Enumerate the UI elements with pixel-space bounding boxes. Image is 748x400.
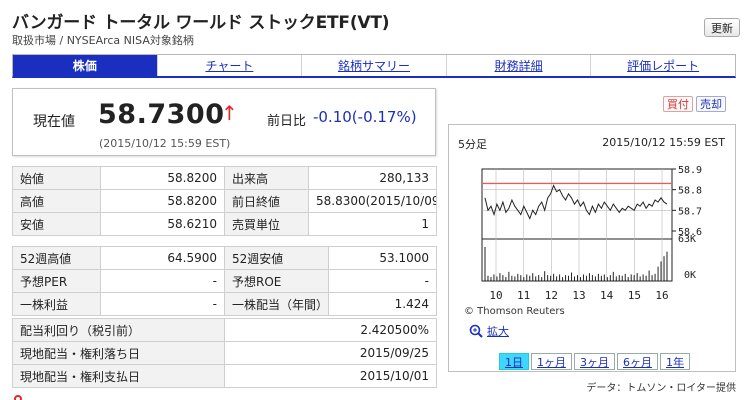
open-value: 58.8200	[100, 166, 225, 190]
current-price-box: 現在値 58.7300 ↑ 前日比 -0.10(-0.17%) (2015/10…	[12, 88, 436, 156]
x-tick-label: 13	[572, 289, 585, 302]
eps-value: -	[100, 292, 225, 316]
trade-unit-label: 売買単位	[224, 212, 309, 236]
prev-close-label: 前日終値	[224, 189, 309, 213]
current-price-label: 現在値	[33, 114, 75, 130]
change-label: 前日比	[267, 114, 307, 129]
ex-date-label: 現地配当・権利落ち日	[12, 341, 225, 365]
dividend-table: 配当利回り（税引前） 2.420500% 現地配当・権利落ち日 2015/09/…	[12, 318, 437, 388]
range-3m[interactable]: 3ヶ月	[574, 353, 615, 370]
x-tick-label: 11	[517, 289, 530, 302]
current-price-value: 58.7300	[98, 99, 225, 130]
chart-interval: 5分足	[458, 138, 487, 151]
page-title: バンガード トータル ワールド ストックETF(VT)	[12, 13, 390, 33]
alert-circle-icon	[14, 395, 22, 400]
tab-chart[interactable]: チャート	[156, 55, 302, 76]
data-source: データ：トムソン・ロイター提供	[586, 383, 736, 394]
pay-date-label: 現地配当・権利支払日	[12, 364, 225, 388]
low-label: 安値	[12, 212, 101, 236]
low-value: 58.6210	[100, 212, 225, 236]
price-tick-label: 58.6	[678, 227, 702, 238]
zoom-label: 拡大	[487, 325, 509, 338]
high-value: 58.8200	[100, 189, 225, 213]
price-stats-table: 始値 58.8200 出来高 280,133 高値 58.8200 前日終値 5…	[12, 166, 437, 236]
table-row: 現地配当・権利落ち日 2015/09/25	[12, 341, 437, 365]
price-tick-label: 58.8	[678, 186, 702, 197]
x-tick-label: 16	[655, 289, 668, 302]
price-line	[484, 184, 668, 220]
chart-frame	[481, 168, 673, 282]
52w-low-label: 52週安値	[224, 246, 329, 270]
range-1y[interactable]: 1年	[660, 353, 690, 370]
roe-value: -	[328, 269, 437, 293]
magnifier-icon	[469, 324, 483, 338]
x-tick-label: 10	[489, 289, 502, 302]
sell-button[interactable]: 売却	[696, 96, 726, 112]
dividend-label: 一株配当（年間）	[224, 292, 329, 316]
tab-bar: 株価 チャート 銘柄サマリー 財務詳細 評価レポート	[12, 54, 736, 78]
pay-date-value: 2015/10/01	[224, 364, 437, 388]
up-arrow-icon: ↑	[221, 101, 238, 125]
52w-high-value: 64.5900	[100, 246, 225, 270]
market-info: 取扱市場 / NYSEArca NISA対象銘柄	[12, 34, 194, 47]
range-1d[interactable]: 1日	[499, 353, 529, 370]
trade-buttons: 買付 売却	[663, 96, 726, 112]
price-datetime: (2015/10/12 15:59 EST)	[99, 137, 231, 150]
chart-datetime: 2015/10/12 15:59 EST	[602, 136, 725, 149]
volume-label: 出来高	[224, 166, 309, 190]
yield-label: 配当利回り（税引前）	[12, 318, 225, 342]
copyright: © Thomson Reuters	[464, 306, 565, 317]
roe-label: 予想ROE	[224, 269, 329, 293]
52w-high-label: 52週高値	[12, 246, 101, 270]
fundamentals-table: 52週高値 64.5900 52週安値 53.1000 予想PER - 予想RO…	[12, 246, 437, 316]
tab-summary[interactable]: 銘柄サマリー	[301, 55, 446, 76]
table-row: 安値 58.6210 売買単位 1	[12, 212, 437, 236]
ex-date-value: 2015/09/25	[224, 341, 437, 365]
eps-label: 一株利益	[12, 292, 101, 316]
per-value: -	[100, 269, 225, 293]
x-tick-label: 15	[628, 289, 641, 302]
prev-close-value: 58.8300(2015/10/09)	[308, 189, 437, 213]
high-label: 高値	[12, 189, 101, 213]
zoom-link[interactable]: 拡大	[469, 323, 509, 339]
range-1m[interactable]: 1ヶ月	[531, 353, 572, 370]
price-tick-label: 58.9	[678, 165, 702, 176]
52w-low-value: 53.1000	[328, 246, 437, 270]
volume-value: 280,133	[308, 166, 437, 190]
table-row: 52週高値 64.5900 52週安値 53.1000	[12, 246, 437, 270]
x-tick-label: 12	[545, 289, 558, 302]
yield-value: 2.420500%	[224, 318, 437, 342]
tab-financials[interactable]: 財務詳細	[445, 55, 591, 76]
table-row: 配当利回り（税引前） 2.420500%	[12, 318, 437, 342]
buy-button[interactable]: 買付	[663, 96, 693, 112]
table-row: 予想PER - 予想ROE -	[12, 269, 437, 293]
intraday-chart-panel: 5分足 2015/10/12 15:59 EST 58.9 58.8 58.7 58.…	[448, 124, 736, 372]
price-chart: 58.9 58.8 58.7 58.6 10 11 12 13 14 15 16 63K 0K	[481, 165, 702, 302]
table-row: 現地配当・権利支払日 2015/10/01	[12, 364, 437, 388]
tab-rating-report[interactable]: 評価レポート	[590, 55, 735, 76]
range-6m[interactable]: 6ヶ月	[617, 353, 658, 370]
open-label: 始値	[12, 166, 101, 190]
volume-tick-label: 63K	[678, 234, 696, 245]
table-row: 高値 58.8200 前日終値 58.8300(2015/10/09)	[12, 189, 437, 213]
change-value: -0.10(-0.17%)	[313, 108, 417, 126]
x-tick-label: 14	[600, 289, 614, 302]
tab-price[interactable]: 株価	[13, 55, 157, 76]
refresh-button[interactable]: 更新	[704, 18, 740, 37]
range-selector: 1日 1ヶ月 3ヶ月 6ヶ月 1年	[499, 353, 690, 370]
table-row: 一株利益 - 一株配当（年間） 1.424	[12, 292, 437, 316]
volume-tick-label: 0K	[684, 270, 696, 281]
dividend-value: 1.424	[328, 292, 437, 316]
table-row: 始値 58.8200 出来高 280,133	[12, 166, 437, 190]
price-tick-label: 58.7	[678, 206, 702, 217]
per-label: 予想PER	[12, 269, 101, 293]
trade-unit-value: 1	[308, 212, 437, 236]
